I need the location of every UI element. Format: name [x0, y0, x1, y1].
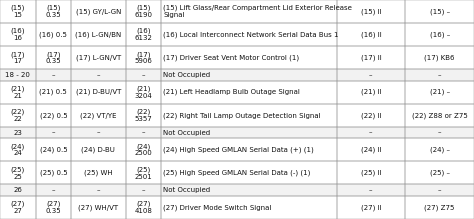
Bar [161, 46, 337, 69]
Bar [36, 81, 71, 104]
Bar [126, 161, 161, 184]
Text: (16) 0.5: (16) 0.5 [39, 31, 67, 38]
Text: (24) High Speed GMLAN Serial Data (+) (1): (24) High Speed GMLAN Serial Data (+) (1… [163, 147, 314, 153]
Text: (17)
17: (17) 17 [10, 51, 25, 64]
Bar [71, 138, 126, 161]
Bar [0, 23, 36, 46]
Text: (21)
21: (21) 21 [10, 86, 25, 99]
Text: –: – [438, 130, 441, 136]
Bar [36, 23, 71, 46]
Bar [126, 69, 161, 81]
Bar [36, 127, 71, 138]
Text: (15) II: (15) II [361, 8, 381, 15]
Text: (27)
4108: (27) 4108 [135, 201, 152, 214]
Bar [337, 184, 405, 196]
Bar [36, 196, 71, 219]
Bar [36, 184, 71, 196]
Bar [405, 46, 474, 69]
Bar [337, 69, 405, 81]
Bar [161, 184, 337, 196]
Bar [36, 104, 71, 127]
Text: (21) Left Headlamp Bulb Outage Signal: (21) Left Headlamp Bulb Outage Signal [163, 89, 300, 95]
Bar [126, 127, 161, 138]
Bar [405, 69, 474, 81]
Bar [405, 161, 474, 184]
Bar [0, 81, 474, 104]
Bar [0, 46, 36, 69]
Bar [0, 138, 36, 161]
Text: (25) –: (25) – [429, 170, 450, 176]
Bar [337, 0, 405, 23]
Text: (16) L-GN/BN: (16) L-GN/BN [75, 31, 121, 38]
Bar [337, 104, 405, 127]
Bar [71, 104, 126, 127]
Text: (25)
2501: (25) 2501 [135, 166, 152, 180]
Bar [337, 46, 405, 69]
Text: (22)
22: (22) 22 [10, 109, 25, 122]
Text: (22) Right Tail Lamp Outage Detection Signal: (22) Right Tail Lamp Outage Detection Si… [163, 112, 321, 118]
Text: (15)
6190: (15) 6190 [135, 5, 152, 18]
Text: –: – [52, 72, 55, 78]
Bar [36, 161, 71, 184]
Text: (17) KB6: (17) KB6 [424, 54, 455, 61]
Text: (25)
25: (25) 25 [10, 166, 25, 180]
Bar [36, 46, 71, 69]
Bar [161, 196, 337, 219]
Text: 26: 26 [13, 187, 22, 193]
Bar [0, 69, 474, 81]
Text: (27) Z75: (27) Z75 [424, 204, 455, 211]
Bar [0, 196, 36, 219]
Bar [161, 23, 337, 46]
Bar [337, 161, 405, 184]
Bar [405, 184, 474, 196]
Text: (15)
15: (15) 15 [10, 5, 25, 18]
Text: 23: 23 [13, 130, 22, 136]
Text: (22) Z88 or Z75: (22) Z88 or Z75 [412, 112, 467, 118]
Text: –: – [438, 187, 441, 193]
Bar [126, 138, 161, 161]
Bar [71, 69, 126, 81]
Text: (16) Local Interconnect Network Serial Data Bus 1: (16) Local Interconnect Network Serial D… [163, 31, 338, 38]
Text: –: – [97, 187, 100, 193]
Bar [0, 0, 474, 23]
Bar [126, 81, 161, 104]
Bar [71, 81, 126, 104]
Bar [0, 0, 36, 23]
Text: (17)
0.35: (17) 0.35 [46, 51, 61, 64]
Bar [36, 0, 71, 23]
Text: (15)
0.35: (15) 0.35 [46, 5, 61, 18]
Text: –: – [369, 187, 373, 193]
Bar [337, 138, 405, 161]
Text: Not Occupied: Not Occupied [163, 187, 210, 193]
Text: (17) L-GN/VT: (17) L-GN/VT [76, 54, 121, 61]
Bar [0, 138, 474, 161]
Text: (27)
27: (27) 27 [10, 201, 25, 214]
Text: –: – [142, 130, 145, 136]
Bar [405, 196, 474, 219]
Text: –: – [97, 130, 100, 136]
Bar [0, 127, 36, 138]
Bar [71, 0, 126, 23]
Text: –: – [369, 130, 373, 136]
Text: –: – [438, 72, 441, 78]
Bar [405, 104, 474, 127]
Bar [0, 161, 36, 184]
Bar [337, 23, 405, 46]
Text: Not Occupied: Not Occupied [163, 72, 210, 78]
Text: (25) 0.5: (25) 0.5 [39, 170, 67, 176]
Text: (16) –: (16) – [429, 31, 450, 38]
Text: (21)
3204: (21) 3204 [135, 86, 152, 99]
Bar [161, 81, 337, 104]
Text: (25) II: (25) II [361, 170, 381, 176]
Text: –: – [52, 130, 55, 136]
Text: (24) 0.5: (24) 0.5 [39, 147, 67, 153]
Bar [405, 23, 474, 46]
Bar [337, 196, 405, 219]
Bar [71, 127, 126, 138]
Text: (24) D-BU: (24) D-BU [82, 147, 115, 153]
Text: (27) Driver Mode Switch Signal: (27) Driver Mode Switch Signal [163, 204, 272, 211]
Text: (24)
24: (24) 24 [10, 143, 25, 156]
Text: (15) –: (15) – [429, 8, 450, 15]
Bar [161, 104, 337, 127]
Bar [126, 104, 161, 127]
